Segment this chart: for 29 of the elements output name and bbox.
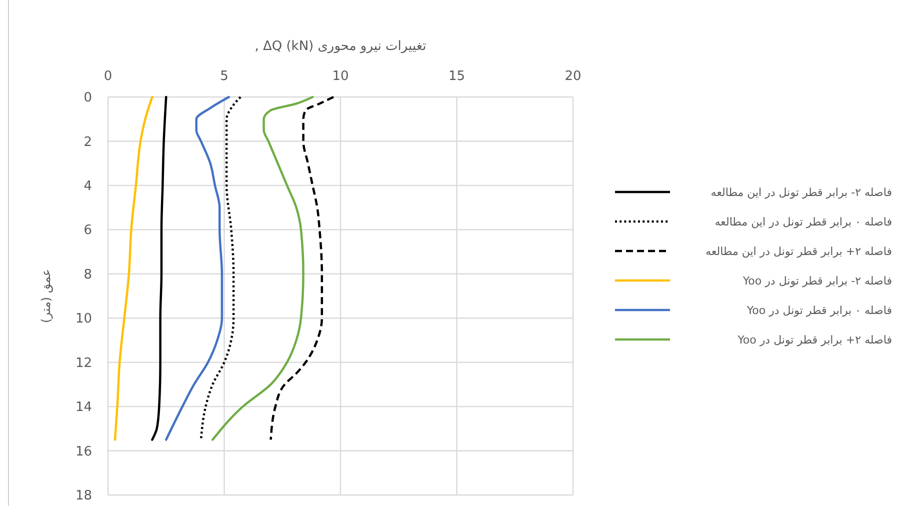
y-tick-label: 2 <box>84 134 92 150</box>
y-tick-label: 12 <box>75 356 92 371</box>
y-axis-title: عمق (متر) <box>39 269 53 323</box>
line-series <box>151 96 168 441</box>
text: فاصله ۲+ برابر قطر تونل در این مطالعه <box>706 244 892 258</box>
y-tick-label: 16 <box>75 444 92 460</box>
x-tick-label: 10 <box>332 69 349 84</box>
text: فاصله ۰ برابر قطر تونل در Yoo <box>746 304 892 317</box>
text: فاصله ۲- برابر قطر تونل در این مطالعه <box>710 186 892 199</box>
x-tick-label: 0 <box>104 69 112 84</box>
text: فاصله ۰ برابر قطر تونل در این مطالعه <box>714 215 892 228</box>
y-tick-label: 18 <box>75 488 92 504</box>
y-tick-label: 8 <box>84 267 92 282</box>
line-series <box>114 96 154 441</box>
text: فاصله ۲- برابر قطر تونل در Yoo <box>742 274 892 288</box>
line-series <box>200 96 242 441</box>
x-tick-label: 20 <box>564 69 582 84</box>
x-axis-title: تغییرات نیرو محوری ΔQ (kN) , <box>254 39 427 54</box>
x-tick-label: 5 <box>220 69 228 84</box>
line-series <box>212 96 314 441</box>
x-tick-label: 15 <box>448 69 466 84</box>
y-tick-label: 0 <box>84 90 92 106</box>
y-tick-label: 10 <box>75 312 92 327</box>
text: فاصله ۲+ برابر قطر تونل در Yoo <box>736 333 892 346</box>
line-series <box>165 96 230 441</box>
y-tick-label: 4 <box>84 178 92 194</box>
line-series <box>270 96 335 441</box>
y-tick-label: 6 <box>84 223 92 238</box>
y-tick-label: 14 <box>75 400 92 416</box>
